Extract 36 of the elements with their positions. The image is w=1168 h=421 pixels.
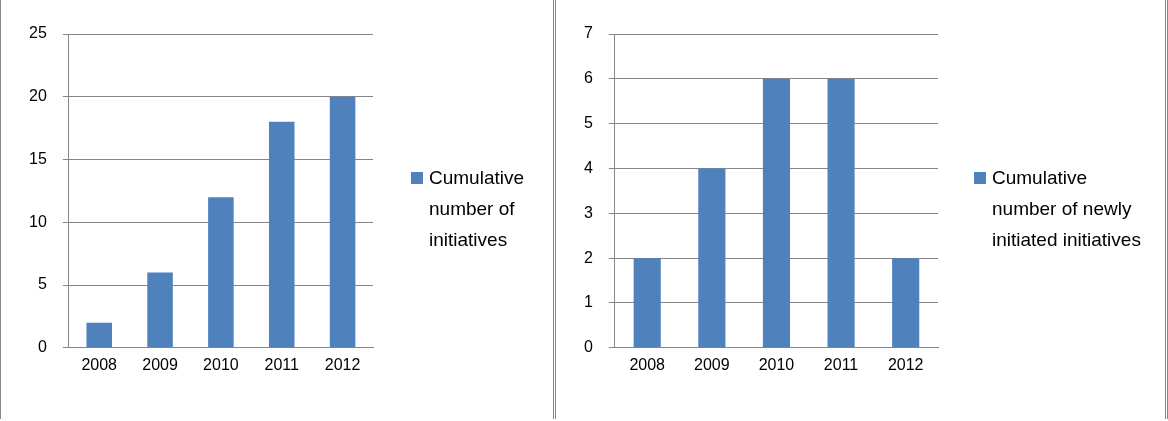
- y-tick-label: 4: [583, 158, 593, 176]
- bar: [827, 78, 855, 348]
- bar: [892, 258, 920, 348]
- y-tick-label: 25: [29, 24, 47, 42]
- x-tick-label: 2010: [203, 355, 239, 373]
- y-tick-label: 0: [37, 338, 47, 356]
- bar: [698, 168, 726, 348]
- y-tick-label: 5: [37, 275, 47, 293]
- y-tick-label: 15: [29, 149, 47, 167]
- y-tick-label: 7: [583, 24, 593, 42]
- legend-label: Cumulative number of newly initiated initiatives: [992, 166, 1142, 252]
- bar: [633, 258, 661, 348]
- legend-label: Cumulative number of initiatives: [429, 167, 525, 250]
- y-tick-label: 2: [583, 248, 593, 266]
- y-tick-label: 6: [583, 69, 593, 87]
- x-tick-label: 2008: [629, 355, 666, 373]
- bar: [268, 121, 295, 348]
- bar: [329, 96, 356, 348]
- bar: [86, 322, 112, 348]
- bar: [147, 272, 173, 348]
- y-tick-label: 5: [583, 114, 593, 132]
- x-tick-label: 2008: [81, 355, 118, 373]
- y-tick-label: 0: [583, 338, 593, 356]
- x-tick-label: 2009: [142, 355, 178, 373]
- x-tick-label: 2012: [324, 355, 361, 373]
- bar: [208, 197, 234, 348]
- y-tick-label: 10: [29, 212, 47, 230]
- y-tick-label: 1: [583, 293, 593, 311]
- x-tick-label: 2012: [887, 355, 924, 373]
- y-tick-label: 20: [29, 87, 47, 105]
- y-tick-label: 3: [583, 203, 593, 221]
- bar: [762, 78, 791, 348]
- x-tick-label: 2011: [823, 355, 859, 373]
- x-tick-label: 2010: [758, 355, 795, 373]
- x-tick-label: 2009: [694, 355, 730, 373]
- x-tick-label: 2011: [264, 355, 300, 373]
